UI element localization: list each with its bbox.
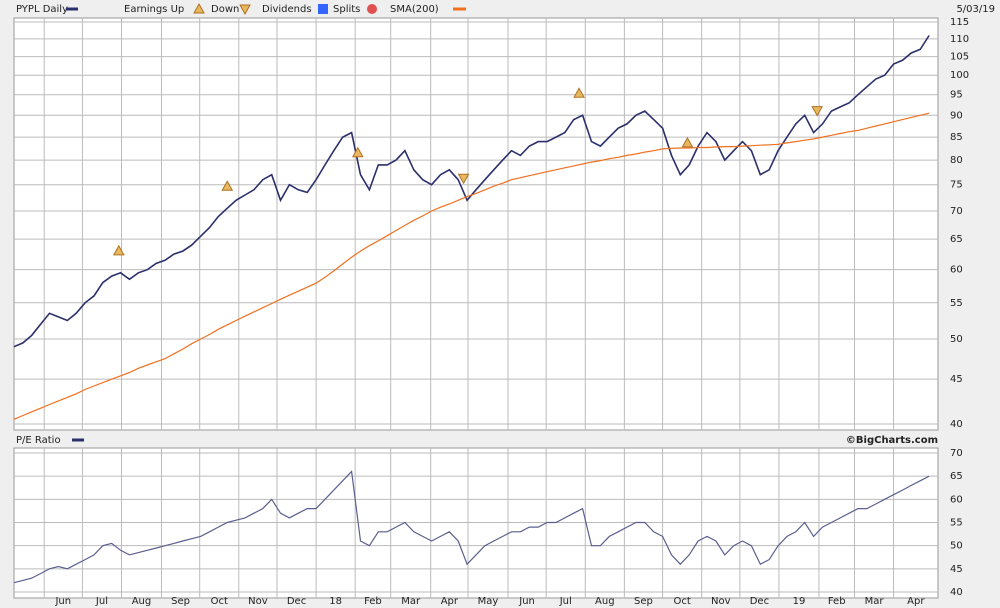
y-tick-label: 45 [950, 374, 963, 385]
legend-label: Down [211, 4, 239, 15]
y-tick-label: 50 [950, 541, 963, 552]
earnings-marker [351, 146, 364, 158]
y-tick-label: 75 [950, 180, 963, 191]
x-tick-label: Aug [595, 596, 615, 607]
legend-label: Earnings Up [124, 4, 184, 15]
x-tick-label: Apr [441, 596, 459, 607]
x-tick-label: Feb [364, 596, 382, 607]
y-tick-label: 95 [950, 90, 963, 101]
legend-swatch [193, 2, 205, 14]
x-tick-label: Aug [132, 596, 152, 607]
x-tick-label: May [478, 596, 499, 607]
x-tick-label: Dec [750, 596, 769, 607]
x-tick-label: 19 [793, 596, 806, 607]
x-tick-label: Sep [634, 596, 653, 607]
x-tick-label: Jun [518, 596, 535, 607]
date-label: 5/03/19 [956, 4, 995, 15]
y-tick-label: 45 [950, 564, 963, 575]
earnings-marker [112, 244, 125, 256]
x-tick-label: Jul [95, 596, 108, 607]
y-tick-label: 55 [950, 518, 963, 529]
y-tick-label: 110 [950, 34, 969, 45]
y-tick-label: 100 [950, 70, 969, 81]
x-tick-label: Mar [401, 596, 421, 607]
y-tick-label: 70 [950, 448, 963, 459]
y-tick-label: 105 [950, 52, 969, 63]
x-tick-label: Oct [211, 596, 228, 607]
x-tick-label: 18 [329, 596, 342, 607]
chart-title: PYPL Daily [16, 4, 68, 15]
y-tick-label: 50 [950, 334, 963, 345]
y-tick-label: 60 [950, 265, 963, 276]
earnings-marker [573, 87, 585, 98]
y-tick-label: 90 [950, 110, 963, 121]
y-tick-label: 85 [950, 132, 963, 143]
y-tick-label: 115 [950, 17, 969, 28]
x-tick-label: Jul [559, 596, 572, 607]
credit: ©BigCharts.com [846, 435, 938, 446]
y-tick-label: 80 [950, 155, 963, 166]
series-line [13, 112, 930, 420]
legend-label: Splits [333, 4, 360, 15]
x-tick-label: Oct [673, 596, 690, 607]
x-tick-label: Jun [54, 596, 71, 607]
y-tick-label: 55 [950, 298, 963, 309]
earnings-marker [811, 106, 824, 117]
legend-label: Dividends [262, 4, 312, 15]
x-tick-label: Apr [907, 596, 925, 607]
series-line [13, 470, 930, 584]
pe-title: P/E Ratio [16, 435, 61, 446]
x-tick-label: Dec [287, 596, 306, 607]
y-tick-label: 70 [950, 206, 963, 217]
y-tick-label: 65 [950, 234, 963, 245]
x-tick-label: Mar [865, 596, 885, 607]
legend-swatch [318, 4, 328, 14]
y-tick-label: 40 [950, 419, 963, 430]
earnings-marker [681, 136, 694, 148]
x-tick-label: Nov [248, 596, 268, 607]
y-tick-label: 65 [950, 471, 963, 482]
legend-swatch [367, 4, 377, 14]
y-tick-label: 40 [950, 587, 963, 598]
x-tick-label: Feb [828, 596, 846, 607]
y-tick-label: 60 [950, 494, 963, 505]
legend-label: SMA(200) [390, 4, 439, 15]
legend-swatch [239, 4, 251, 16]
x-tick-label: Sep [171, 596, 190, 607]
x-tick-label: Nov [711, 596, 731, 607]
earnings-marker [221, 180, 234, 191]
earnings-marker [457, 173, 470, 185]
price-panel [13, 17, 939, 431]
